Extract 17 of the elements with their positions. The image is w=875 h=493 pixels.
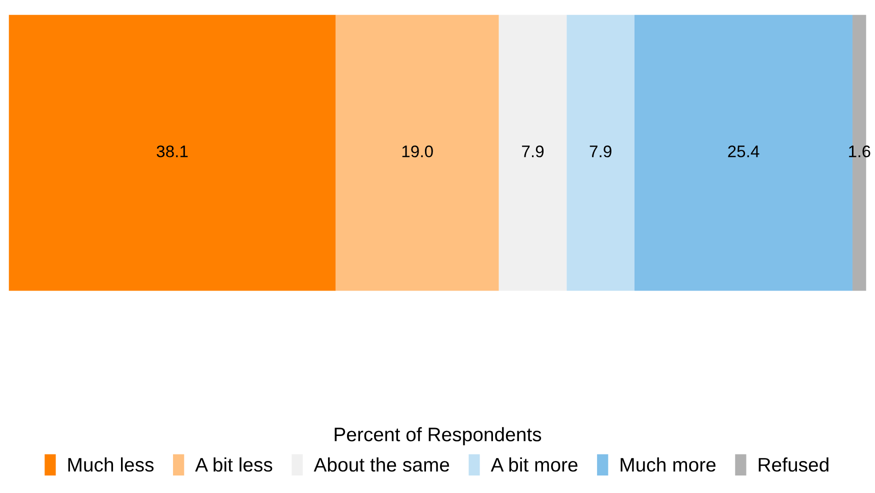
data-label: 7.9 bbox=[590, 146, 612, 158]
legend-label: About the same bbox=[314, 457, 450, 472]
data-label: 25.4 bbox=[728, 146, 760, 158]
legend-label: Much less bbox=[68, 457, 154, 472]
legend-title: Percent of Respondents bbox=[334, 427, 542, 446]
legend-label: A bit less bbox=[195, 457, 272, 472]
data-label: 1.6 bbox=[849, 146, 870, 158]
legend-label: Much more bbox=[620, 457, 716, 472]
data-label: 19.0 bbox=[402, 146, 433, 158]
data-label: 38.1 bbox=[156, 146, 188, 158]
bar bbox=[8, 14, 336, 291]
bar bbox=[336, 14, 499, 291]
data-label: 7.9 bbox=[522, 146, 544, 158]
legend-label: Refused bbox=[758, 457, 828, 472]
legend-label: A bit more bbox=[490, 457, 578, 472]
bar bbox=[566, 14, 634, 291]
bar bbox=[498, 14, 567, 291]
